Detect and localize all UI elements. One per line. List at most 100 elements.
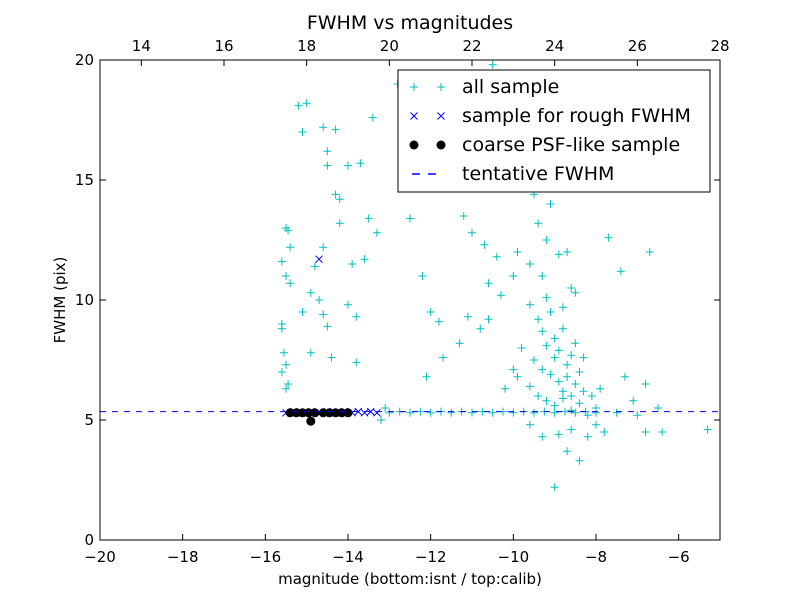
legend-dot-icon <box>436 140 446 150</box>
all-sample-point <box>620 372 629 381</box>
all-sample-point <box>513 248 522 256</box>
all-sample-point <box>284 380 293 388</box>
top-x-tick-label: 28 <box>710 37 729 55</box>
all-sample-point <box>542 396 551 405</box>
legend-label-all-sample: all sample <box>462 76 559 98</box>
all-sample-point <box>352 312 361 321</box>
all-sample-point <box>703 425 712 434</box>
all-sample-point <box>550 401 559 410</box>
all-sample-point <box>575 456 584 465</box>
all-sample-point <box>550 408 559 417</box>
all-sample-point <box>418 272 427 280</box>
all-sample-point <box>439 353 448 362</box>
all-sample-point <box>298 128 307 136</box>
psf-sample-point <box>343 408 353 418</box>
x-tick-label: −12 <box>415 548 447 566</box>
all-sample-point <box>550 483 559 492</box>
all-sample-point <box>525 420 534 429</box>
all-sample-point <box>360 255 369 264</box>
all-sample-point <box>579 387 588 396</box>
all-sample-point <box>534 315 543 324</box>
all-sample-point <box>558 394 567 403</box>
all-sample-point <box>319 310 328 319</box>
x-axis-label: magnitude (bottom:isnt / top:calib) <box>278 570 542 588</box>
all-sample-point <box>476 324 485 333</box>
axis-ticks: −20 −18 −16 −14 −12 −10 −8 −6 14 16 18 20 22 24 26 28 0 5… <box>75 37 730 566</box>
all-sample-point <box>633 411 642 420</box>
all-sample-point <box>310 262 319 271</box>
all-sample-point <box>542 236 551 244</box>
top-x-tick-label: 24 <box>545 37 564 55</box>
top-x-tick-label: 20 <box>380 37 399 55</box>
all-sample-point <box>306 288 315 297</box>
all-sample-point <box>542 341 551 350</box>
all-sample-point <box>459 212 468 220</box>
all-sample-point <box>501 384 510 393</box>
psf-sample-point <box>285 408 295 418</box>
all-sample-point <box>567 406 576 415</box>
all-sample-point <box>279 348 288 357</box>
all-sample-point <box>426 308 435 316</box>
all-sample-point <box>513 372 522 381</box>
all-sample-point <box>571 339 580 348</box>
all-sample-point <box>604 233 613 242</box>
all-sample-point <box>563 372 572 381</box>
all-sample-point <box>645 248 654 256</box>
all-sample-point <box>567 392 576 400</box>
all-sample-point <box>596 384 605 393</box>
all-sample-point <box>538 365 547 374</box>
x-tick-label: −8 <box>585 548 607 566</box>
all-sample-point <box>492 252 501 261</box>
x-tick-label: −16 <box>250 548 282 566</box>
all-sample-point <box>554 250 563 259</box>
legend-frame <box>397 69 711 193</box>
legend-label-psf-sample: coarse PSF-like sample <box>462 134 680 156</box>
all-sample-point <box>587 392 596 400</box>
all-sample-point <box>538 272 547 280</box>
rough-fwhm-point <box>366 407 375 416</box>
all-sample-point <box>406 408 414 417</box>
all-sample-point <box>327 353 336 362</box>
all-sample-point <box>286 243 295 252</box>
all-sample-point <box>352 358 361 367</box>
all-sample-point <box>525 300 534 309</box>
all-sample-point <box>554 346 563 355</box>
all-sample-point <box>455 339 464 348</box>
y-tick-label: 5 <box>84 411 94 429</box>
x-tick-label: −18 <box>167 548 199 566</box>
rough-fwhm-point <box>373 408 381 417</box>
all-sample-point <box>406 214 414 223</box>
all-sample-point <box>563 447 572 456</box>
all-sample-point <box>534 219 543 228</box>
all-sample-point <box>567 425 576 434</box>
all-sample-point <box>331 125 340 134</box>
all-sample-point <box>525 382 534 391</box>
all-sample-point <box>277 257 286 266</box>
all-sample-point <box>571 288 580 297</box>
all-sample-point <box>344 300 352 309</box>
all-sample-point <box>654 404 662 412</box>
all-sample-point <box>534 392 543 400</box>
all-sample-point <box>348 260 357 268</box>
all-sample-point <box>377 416 386 424</box>
all-sample-point <box>530 408 538 417</box>
rough-fwhm-point <box>354 407 363 416</box>
all-sample-point <box>463 312 472 321</box>
all-sample-point <box>641 380 650 388</box>
all-sample-point <box>542 293 551 302</box>
legend-marks <box>409 83 446 175</box>
all-sample-point <box>530 356 538 364</box>
all-sample-point <box>319 123 328 132</box>
all-sample-point <box>579 353 588 362</box>
psf-sample-point <box>337 408 347 418</box>
all-sample-point <box>641 428 650 436</box>
all-sample-point <box>335 219 344 228</box>
all-sample-point <box>484 279 493 288</box>
all-sample-point <box>558 303 567 312</box>
psf-sample-point <box>306 416 316 426</box>
psf-sample-point <box>310 408 320 418</box>
all-sample-point <box>381 404 390 412</box>
all-sample-point <box>509 272 518 280</box>
all-sample-point <box>496 291 505 300</box>
